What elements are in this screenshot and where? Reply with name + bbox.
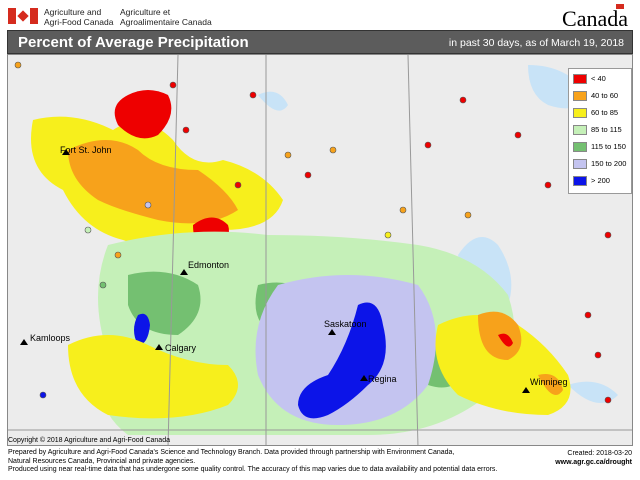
- provincial-borders: [8, 55, 632, 445]
- legend-label: > 200: [591, 176, 610, 185]
- created-info: Created: 2018-03-20 www.agr.gc.ca/drough…: [555, 450, 632, 467]
- precipitation-map: Fort St. John Edmonton Kamloops Calgary …: [8, 55, 632, 445]
- city-marker-winnipeg: [522, 387, 530, 393]
- map-legend: < 40 40 to 60 60 to 85 85 to 115 115 to …: [568, 68, 632, 194]
- canada-wordmark: Canada: [562, 4, 628, 32]
- created-date: Created: 2018-03-20: [567, 450, 632, 457]
- city-markers: Fort St. John Edmonton Kamloops Calgary …: [20, 145, 568, 393]
- wordmark-flag-icon: [616, 4, 624, 9]
- city-label-regina: Regina: [368, 374, 397, 384]
- map-subtitle: in past 30 days, as of March 19, 2018: [448, 37, 624, 49]
- station-dots: [14, 61, 612, 404]
- footer-notes: Prepared by Agriculture and Agri-Food Ca…: [8, 449, 528, 475]
- legend-label: 150 to 200: [591, 159, 627, 168]
- city-marker-kamloops: [20, 339, 28, 345]
- legend-swatch: [573, 142, 587, 152]
- city-label-kamloops: Kamloops: [30, 333, 71, 343]
- city-marker-saskatoon: [328, 329, 336, 335]
- city-label-saskatoon: Saskatoon: [324, 319, 367, 329]
- legend-swatch: [573, 125, 587, 135]
- drought-url-link[interactable]: www.agr.gc.ca/drought: [555, 458, 632, 466]
- header-bar: Agriculture and Agri-Food Canada Agricul…: [0, 0, 640, 32]
- city-label-fort-st-john: Fort St. John: [60, 145, 112, 155]
- legend-label: 115 to 150: [591, 142, 626, 151]
- canada-flag-icon: [8, 8, 38, 24]
- city-marker-edmonton: [180, 269, 188, 275]
- legend-label: 85 to 115: [591, 125, 622, 134]
- city-label-winnipeg: Winnipeg: [530, 377, 568, 387]
- city-marker-regina: [360, 375, 368, 381]
- city-label-calgary: Calgary: [165, 343, 197, 353]
- legend-swatch: [573, 159, 587, 169]
- city-label-edmonton: Edmonton: [188, 260, 229, 270]
- footer-line: Produced using near real-time data that …: [8, 466, 498, 474]
- legend-swatch: [573, 176, 587, 186]
- legend-swatch: [573, 91, 587, 101]
- city-marker-calgary: [155, 344, 163, 350]
- legend-label: < 40: [591, 74, 606, 83]
- precip-zones: [31, 90, 571, 435]
- department-name-french: Agriculture et Agroalimentaire Canada: [120, 7, 212, 27]
- city-marker-fort-st-john: [62, 149, 70, 155]
- legend-label: 40 to 60: [591, 91, 619, 100]
- legend-swatch: [573, 108, 587, 118]
- legend-label: 60 to 85: [591, 108, 619, 117]
- wordmark-text: Canada: [562, 6, 628, 31]
- title-bar: Percent of Average Precipitation in past…: [7, 30, 633, 54]
- legend-swatch: [573, 74, 587, 84]
- footer-line: Prepared by Agriculture and Agri-Food Ca…: [8, 449, 455, 456]
- footer-line: Natural Resources Canada, Provincial and…: [8, 457, 196, 465]
- copyright-notice: Copyright © 2018 Agriculture and Agri-Fo…: [8, 437, 170, 444]
- map-title: Percent of Average Precipitation: [18, 34, 249, 51]
- map-area: Fort St. John Edmonton Kamloops Calgary …: [7, 54, 633, 446]
- department-name-english: Agriculture and Agri-Food Canada: [44, 7, 114, 27]
